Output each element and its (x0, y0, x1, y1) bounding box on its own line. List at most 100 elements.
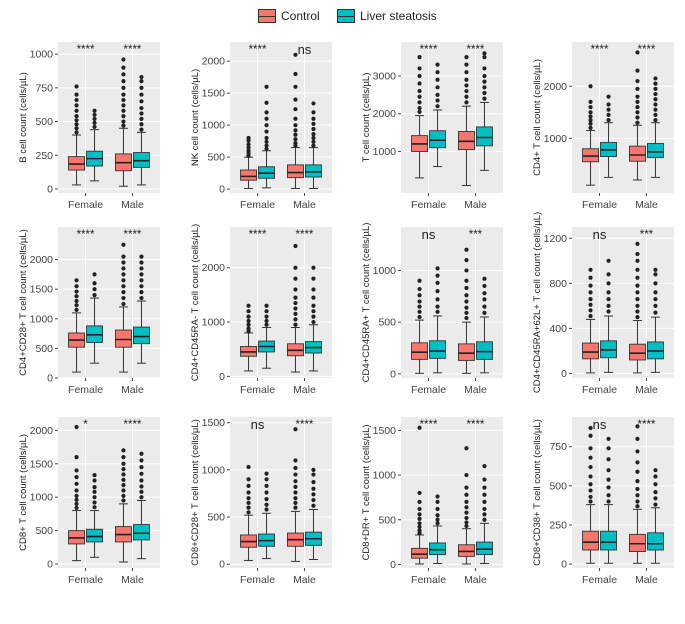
outlier-point (121, 483, 126, 488)
outlier-point (246, 135, 251, 141)
outlier-point (139, 116, 144, 121)
outlier-point (588, 121, 593, 126)
y-tick-label: 0 (561, 368, 567, 380)
outlier-point (588, 118, 593, 123)
outlier-point (435, 92, 440, 97)
outlier-point (74, 289, 79, 294)
outlier-point (588, 455, 593, 460)
outlier-point (121, 123, 126, 128)
outlier-point (311, 265, 316, 270)
outlier-point (606, 446, 611, 451)
outlier-point (635, 460, 640, 465)
outlier-point (435, 280, 440, 285)
outlier-point (653, 97, 658, 102)
outlier-point (139, 495, 144, 500)
outlier-point (635, 486, 640, 492)
significance-label: **** (638, 44, 656, 56)
y-tick-label: 0 (219, 184, 225, 196)
outlier-point (74, 505, 79, 510)
outlier-point (293, 84, 298, 89)
box-control (411, 547, 428, 559)
outlier-point (139, 290, 144, 295)
box-control (115, 329, 132, 348)
y-tick-label: 0 (390, 368, 396, 380)
outlier-point (417, 100, 422, 105)
outlier-point (606, 281, 611, 286)
outlier-point (653, 303, 658, 308)
y-axis-title: CD4+CD45RA- T cell count (cells/µL) (190, 224, 201, 381)
outlier-point (464, 492, 469, 497)
outlier-point (121, 92, 126, 97)
outlier-point (653, 86, 658, 91)
outlier-point (653, 297, 658, 302)
y-tick-label: 500 (207, 512, 225, 524)
outlier-point (121, 103, 126, 108)
legend-label-liver-steatosis: Liver steatosis (360, 9, 437, 23)
x-tick-label: Female (582, 384, 617, 396)
outlier-point (293, 71, 298, 77)
outlier-point (139, 254, 144, 259)
outlier-point (588, 125, 593, 131)
outlier-point (121, 266, 126, 271)
outlier-point (311, 101, 316, 106)
y-tick-label: 0 (390, 559, 396, 571)
outlier-point (74, 488, 79, 493)
outlier-point (417, 73, 422, 79)
outlier-point (417, 309, 422, 314)
y-tick-label: 250 (549, 519, 567, 531)
outlier-point (293, 276, 298, 281)
outlier-point (635, 504, 640, 509)
outlier-point (417, 81, 422, 86)
outlier-point (417, 521, 422, 526)
outlier-point (464, 499, 469, 504)
outlier-point (92, 287, 97, 292)
significance-label: **** (249, 44, 267, 56)
y-axis-title: CD4+CD45RA+62L+ T cell count (cells/µL) (532, 212, 543, 393)
outlier-point (482, 85, 487, 90)
x-tick-label: Female (240, 199, 275, 211)
outlier-point (635, 479, 640, 484)
outlier-point (464, 94, 469, 99)
outlier-point (435, 289, 440, 294)
y-tick-label: 1000 (30, 492, 54, 504)
outlier-point (264, 143, 269, 148)
x-tick-label: Female (68, 384, 103, 396)
x-tick-label: Male (635, 384, 658, 396)
outlier-point (588, 114, 593, 119)
y-tick-label: 0 (219, 559, 225, 571)
significance-label: **** (420, 44, 438, 56)
x-tick-label: Male (293, 574, 316, 586)
outlier-point (293, 97, 298, 102)
outlier-point (264, 497, 269, 502)
outlier-point (464, 472, 469, 478)
outlier-point (139, 295, 144, 301)
outlier-point (417, 293, 422, 298)
outlier-point (635, 78, 640, 84)
y-tick-label: 0 (47, 183, 53, 195)
outlier-point (464, 510, 469, 515)
outlier-point (92, 112, 97, 117)
outlier-point (264, 84, 269, 89)
significance-label: **** (296, 229, 314, 241)
outlier-point (464, 285, 469, 291)
outlier-point (435, 297, 440, 302)
outlier-point (139, 122, 144, 127)
outlier-point (246, 490, 251, 495)
outlier-point (588, 283, 593, 288)
outlier-point (606, 493, 611, 498)
box-control (240, 169, 257, 181)
y-tick-label: 0 (47, 373, 53, 385)
outlier-point (635, 50, 640, 55)
y-tick-label: 1200 (544, 233, 568, 245)
outlier-point (635, 499, 640, 504)
outlier-point (311, 303, 316, 308)
y-axis-title: CD4+ T cell count (cells/µL) (532, 59, 543, 176)
outlier-point (121, 114, 126, 119)
outlier-point (139, 99, 144, 104)
outlier-point (435, 309, 440, 314)
outlier-point (435, 85, 440, 90)
outlier-point (74, 84, 79, 89)
outlier-point (464, 83, 469, 88)
outlier-point (74, 103, 79, 108)
